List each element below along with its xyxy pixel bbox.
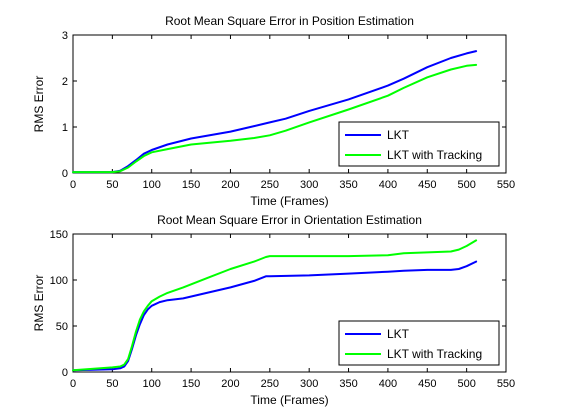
y-tick-label: 3 (62, 30, 68, 42)
x-tick-label: 250 (261, 179, 279, 191)
x-tick-label: 50 (106, 378, 118, 390)
x-tick-label: 100 (143, 179, 161, 191)
x-tick-label: 350 (339, 378, 357, 390)
y-tick-label: 100 (50, 275, 68, 287)
legend-entry-1: LKT (387, 327, 410, 341)
x-tick-label: 300 (300, 179, 318, 191)
x-tick-label: 550 (497, 378, 515, 390)
x-tick-label: 450 (418, 378, 436, 390)
y-axis-label: RMS Error (32, 76, 46, 133)
y-tick-label: 0 (62, 168, 68, 180)
x-tick-label: 150 (182, 378, 200, 390)
series-line-2 (72, 63, 478, 174)
chart-2: Root Mean Square Error in Orientation Es… (32, 213, 515, 407)
legend: LKT LKT with Tracking (338, 320, 500, 366)
x-tick-label: 500 (457, 179, 475, 191)
x-tick-label: 200 (221, 179, 239, 191)
x-tick-label: 350 (339, 179, 357, 191)
x-tick-label: 400 (379, 378, 397, 390)
legend-box (338, 320, 500, 366)
x-tick-label: 450 (418, 179, 436, 191)
x-tick-label: 550 (497, 179, 515, 191)
legend-box (338, 121, 500, 167)
x-axis-label: Time (Frames) (250, 194, 328, 208)
legend-entry-2: LKT with Tracking (387, 148, 482, 162)
y-tick-label: 150 (50, 229, 68, 241)
x-tick-label: 0 (70, 179, 76, 191)
x-tick-label: 500 (457, 378, 475, 390)
charts: Root Mean Square Error in Position Estim… (32, 14, 515, 407)
series-line-1 (72, 50, 478, 174)
x-tick-label: 150 (182, 179, 200, 191)
x-tick-label: 400 (379, 179, 397, 191)
x-tick-label: 0 (70, 378, 76, 390)
x-tick-label: 100 (143, 378, 161, 390)
legend-entry-1: LKT (387, 128, 410, 142)
x-tick-label: 50 (106, 179, 118, 191)
x-tick-label: 200 (221, 378, 239, 390)
y-axis-label: RMS Error (32, 275, 46, 332)
y-tick-label: 50 (56, 321, 68, 333)
chart-title: Root Mean Square Error in Position Estim… (165, 14, 414, 28)
y-tick-label: 1 (62, 122, 68, 134)
chart-title: Root Mean Square Error in Orientation Es… (157, 213, 422, 227)
y-tick-label: 0 (62, 367, 68, 379)
x-tick-label: 300 (300, 378, 318, 390)
series-line-2 (72, 239, 478, 372)
legend: LKT LKT with Tracking (338, 121, 500, 167)
legend-entry-2: LKT with Tracking (387, 347, 482, 361)
chart-1: Root Mean Square Error in Position Estim… (32, 14, 515, 208)
x-axis-label: Time (Frames) (250, 393, 328, 407)
y-tick-label: 2 (62, 76, 68, 88)
x-tick-label: 250 (261, 378, 279, 390)
